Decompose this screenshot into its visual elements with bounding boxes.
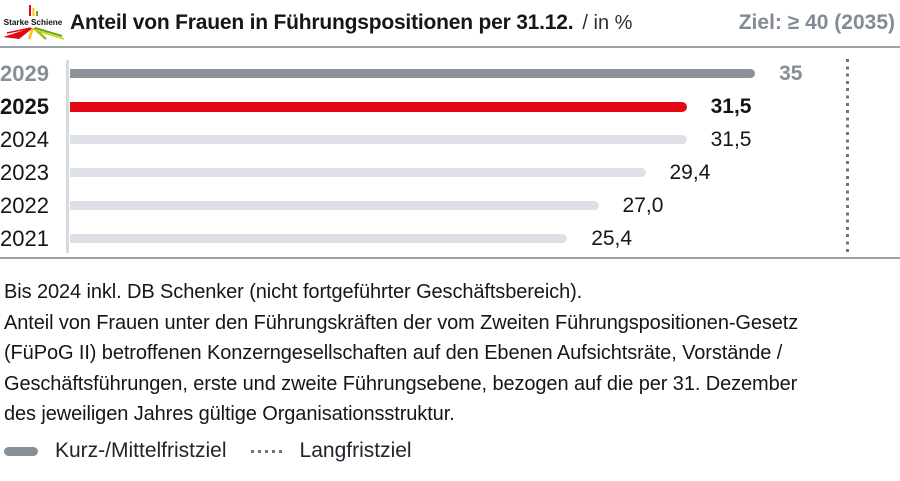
bar	[70, 168, 646, 177]
bar	[70, 201, 599, 210]
year-label: 2029	[0, 60, 49, 86]
bar-row: 2024 31,5	[0, 123, 853, 156]
legend-item: Kurz-/Mittelfristziel	[4, 439, 227, 463]
bar-rows: 2029 35 2025 31,5 2024 31,5 2023 29,4 20…	[0, 57, 853, 255]
bar-row: 2023 29,4	[0, 156, 853, 189]
bar-track: 31,5	[70, 90, 853, 123]
footnote: Bis 2024 inkl. DB Schenker (nicht fortge…	[4, 277, 900, 430]
value-label: 31,5	[710, 94, 752, 118]
bar-row: 2029 35	[0, 57, 853, 90]
bar-row: 2021 25,4	[0, 222, 853, 255]
target-label: Ziel: ≥ 40 (2035)	[738, 11, 895, 34]
value-label: 25,4	[591, 226, 633, 250]
footnote-line: Geschäftsführungen, erste und zweite Füh…	[4, 372, 798, 395]
bar	[70, 101, 687, 112]
bar-chart: 2029 35 2025 31,5 2024 31,5 2023 29,4 20…	[0, 57, 900, 255]
year-label: 2021	[0, 225, 49, 251]
footnote-line: (FüPoG II) betroffenen Konzerngesellscha…	[4, 342, 783, 364]
bar-row: 2022 27,0	[0, 189, 853, 222]
logo-text: Starke Schiene	[4, 18, 63, 27]
value-label: 29,4	[669, 160, 711, 184]
year-label: 2025	[0, 93, 49, 119]
bar	[70, 69, 756, 78]
year-label: 2023	[0, 159, 49, 185]
chart-unit: / in %	[582, 11, 633, 34]
legend-marker-icon	[250, 449, 283, 453]
legend-label: Kurz-/Mittelfristziel	[55, 439, 227, 462]
bar-row: 2025 31,5	[0, 90, 853, 123]
starke-schiene-logo: Starke Schiene	[3, 5, 64, 40]
legend: Kurz-/Mittelfristziel Langfristziel	[4, 438, 436, 464]
year-label: 2024	[0, 126, 49, 152]
divider	[0, 257, 900, 259]
value-label: 27,0	[622, 193, 664, 217]
y-axis-line	[66, 60, 69, 253]
legend-marker-icon	[4, 446, 38, 456]
bar-track: 27,0	[70, 189, 853, 222]
footnote-line: Bis 2024 inkl. DB Schenker (nicht fortge…	[4, 281, 583, 303]
footnote-line: des jeweiligen Jahres gültige Organisati…	[4, 403, 455, 425]
bar	[70, 234, 568, 243]
bar-track: 25,4	[70, 222, 853, 255]
chart-title: Anteil von Frauen in Führungspositionen …	[70, 11, 574, 34]
chart-header: Starke Schiene Anteil von Frauen in Führ…	[0, 0, 900, 48]
bar-track: 35	[70, 57, 853, 90]
value-label: 35	[779, 61, 803, 85]
value-label: 31,5	[710, 127, 752, 151]
legend-label: Langfristziel	[299, 439, 412, 462]
year-label: 2022	[0, 192, 49, 218]
bar-track: 29,4	[70, 156, 853, 189]
footnote-line: Anteil von Frauen unter den Führungskräf…	[4, 311, 799, 334]
bar-track: 31,5	[70, 123, 853, 156]
legend-item: Langfristziel	[250, 439, 412, 463]
bar	[70, 135, 687, 144]
long-term-target-line	[846, 59, 849, 252]
